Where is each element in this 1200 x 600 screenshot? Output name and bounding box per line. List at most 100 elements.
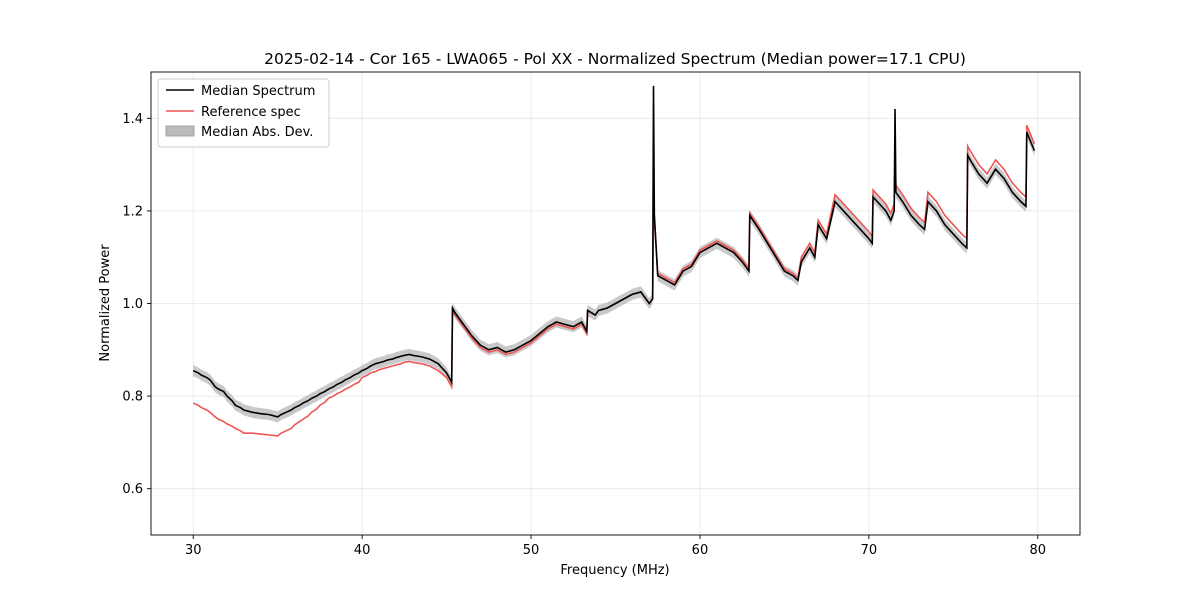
median-spectrum-point [328,389,329,390]
y-axis-label: Normalized Power [98,244,113,362]
median-spectrum-point [299,405,300,406]
x-tick-label: 40 [354,543,371,558]
median-spectrum-point [586,331,587,332]
median-spectrum-point [497,347,498,348]
median-spectrum-point [452,308,453,309]
median-spectrum-point [260,413,261,414]
median-spectrum-point [653,85,654,86]
median-spectrum-point [953,233,954,234]
median-spectrum-point [370,365,371,366]
median-spectrum-point [471,335,472,336]
legend-label-median-spectrum: Median Spectrum [201,84,315,99]
median-spectrum-point [843,210,844,211]
median-spectrum-point [890,220,891,221]
median-spectrum-point [818,224,819,225]
median-spectrum-point [556,321,557,322]
median-spectrum-point [784,270,785,271]
median-spectrum-point [640,291,641,292]
median-spectrum-point [924,229,925,230]
median-spectrum-point [375,363,376,364]
median-spectrum-point [708,247,709,248]
x-axis-ticks: 30 40 50 60 70 80 [185,535,1046,558]
median-spectrum-point [193,370,194,371]
median-spectrum-point [587,310,588,311]
median-spectrum-point [454,312,455,313]
x-tick-label: 70 [861,543,878,558]
median-spectrum-point [522,345,523,346]
median-spectrum-point [1025,206,1026,207]
median-spectrum-point [632,294,633,295]
median-spectrum-point [226,396,227,397]
median-spectrum-point [885,210,886,211]
median-spectrum-point [1026,132,1027,133]
median-spectrum-point [223,391,224,392]
median-spectrum-point [691,266,692,267]
median-spectrum-point [438,363,439,364]
median-spectrum-point [801,261,802,262]
median-spectrum-point [860,229,861,230]
median-spectrum-point [868,238,869,239]
median-spectrum-point [280,414,281,415]
median-spectrum-point [316,396,317,397]
median-spectrum-point [350,377,351,378]
median-spectrum-point [767,243,768,244]
median-spectrum-point [682,270,683,271]
median-spectrum-point [654,215,655,216]
median-spectrum-point [324,391,325,392]
median-spectrum-point [294,407,295,408]
median-spectrum-point [421,356,422,357]
median-spectrum-point [834,201,835,202]
series-line-median-spectrum [192,85,1036,418]
median-spectrum-point [1034,150,1035,151]
median-spectrum-point [987,183,988,184]
median-spectrum-point [792,275,793,276]
plot-area [150,71,1081,536]
median-spectrum-point [894,210,895,211]
median-spectrum-point [742,261,743,262]
median-spectrum-point [400,356,401,357]
median-spectrum-point [910,215,911,216]
median-spectrum-point [412,355,413,356]
median-spectrum-point [919,224,920,225]
median-spectrum-point [286,412,287,413]
median-spectrum-point [269,414,270,415]
median-spectrum-point [277,416,278,417]
median-spectrum-point [699,252,700,253]
median-spectrum-point [749,215,750,216]
median-spectrum-point [215,386,216,387]
median-spectrum-point [927,201,928,202]
x-axis-label: Frequency (MHz) [560,563,669,578]
median-spectrum-point [451,382,452,383]
series-layer [192,85,1036,437]
median-spectrum-point [383,361,384,362]
median-spectrum-point [429,358,430,359]
median-spectrum-point [623,298,624,299]
median-spectrum-point [206,377,207,378]
median-spectrum-point [936,210,937,211]
median-spectrum-point [748,270,749,271]
median-spectrum-point [1003,178,1004,179]
median-spectrum-point [547,326,548,327]
median-spectrum-point [446,372,447,373]
median-spectrum-point [606,308,607,309]
median-spectrum-point [895,192,896,193]
legend-label-median-abs-dev: Median Abs. Dev. [201,125,313,140]
median-spectrum-point [333,386,334,387]
median-spectrum-point [514,349,515,350]
median-spectrum-point [367,368,368,369]
median-spectrum-point [564,324,565,325]
median-spectrum-point [995,169,996,170]
median-spectrum-point [345,379,346,380]
median-spectrum-point [480,345,481,346]
median-spectrum-point [210,379,211,380]
y-tick-label: 0.6 [122,482,143,497]
median-spectrum-point [463,324,464,325]
median-spectrum-point [387,359,388,360]
median-spectrum-point [539,333,540,334]
median-spectrum-point [716,243,717,244]
median-spectrum-point [581,321,582,322]
median-spectrum-point [872,243,873,244]
median-spectrum-point [336,384,337,385]
median-spectrum-point [218,389,219,390]
